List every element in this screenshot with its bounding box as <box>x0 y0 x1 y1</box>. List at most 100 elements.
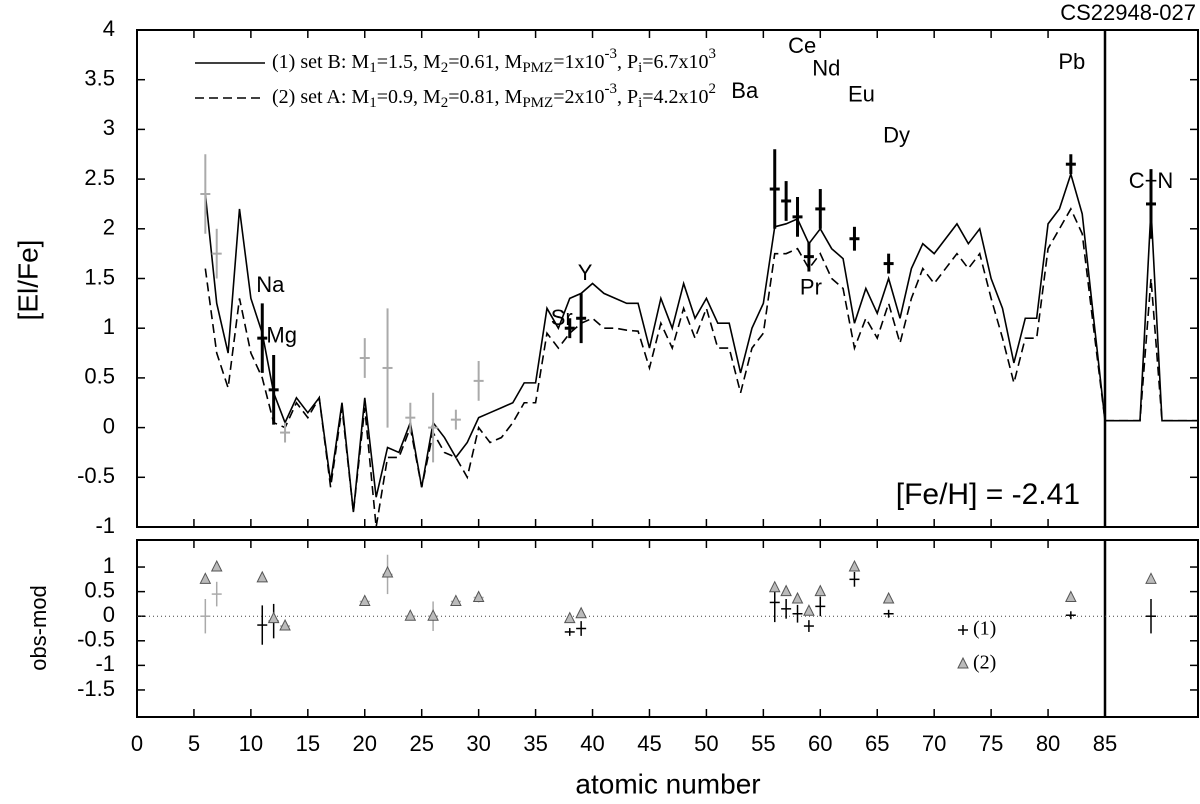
legend-label-part: PMZ <box>522 95 553 111</box>
legend-label-part: i <box>638 95 642 111</box>
residual-y-tick-label: -0.5 <box>77 627 115 652</box>
x-tick-label: 45 <box>637 731 661 756</box>
x-tick-label: 80 <box>1036 731 1060 756</box>
legend-label-part: 1 <box>369 60 377 76</box>
x-tick-label: 85 <box>1093 731 1117 756</box>
y-tick-label: 0 <box>103 413 115 438</box>
legend-label-part: , P <box>617 51 638 73</box>
model-line <box>204 207 1106 528</box>
legend-label-part: , P <box>617 86 638 108</box>
residual-triangle <box>575 606 587 619</box>
residual-triangle <box>472 590 485 603</box>
legend-label-part: =1x10 <box>553 51 604 73</box>
x-tick-label: 30 <box>466 731 490 756</box>
residual-triangle <box>267 611 280 624</box>
y-axis-label: [El/Fe] <box>12 240 43 321</box>
x-tick-label: 10 <box>239 731 263 756</box>
residual-y-axis-label: obs-mod <box>26 585 51 671</box>
element-label: Dy <box>883 122 910 147</box>
element-label: Eu <box>848 82 875 107</box>
legend-label-part: =0.81, M <box>448 86 522 108</box>
element-label: C+N <box>1129 168 1174 193</box>
residual-triangle <box>427 609 439 621</box>
chart-title: CS22948-027 <box>1060 0 1196 25</box>
legend-label-part: PMZ <box>522 60 553 76</box>
x-tick-label: 0 <box>131 731 143 756</box>
residual-triangle <box>814 584 827 597</box>
legend-label-part: 2 <box>441 60 449 76</box>
y-tick-label: 0.5 <box>84 364 115 389</box>
legend-label-part: 1 <box>369 95 377 111</box>
legend-swatch <box>957 656 969 669</box>
x-tick-label: 55 <box>751 731 775 756</box>
x-tick-label: 70 <box>922 731 946 756</box>
residual-y-tick-label: 0.5 <box>84 577 115 602</box>
legend-label-part: =2x10 <box>553 86 604 108</box>
residual-triangle <box>256 570 269 583</box>
x-tick-label: 5 <box>188 731 200 756</box>
x-tick-label: 20 <box>353 731 377 756</box>
cn-residual-triangle <box>1145 572 1157 584</box>
element-label: Pb <box>1058 49 1085 74</box>
cn-model-line <box>1105 278 1198 422</box>
element-label: Ce <box>788 33 816 58</box>
legend-label-part: -3 <box>604 81 617 97</box>
legend-label-part: =1.5, M <box>377 51 441 73</box>
legend-label-part: -3 <box>604 46 617 62</box>
legend-label-part: =6.7x10 <box>642 51 708 73</box>
residual-y-tick-label: -1 <box>95 651 115 676</box>
residual-triangle <box>848 559 861 572</box>
residual-triangle <box>381 565 394 578</box>
residual-triangle <box>791 591 804 604</box>
residual-y-tick-label: -1.5 <box>77 676 115 701</box>
legend-label: (2) <box>973 652 996 674</box>
y-tick-label: 4 <box>103 16 115 41</box>
residual-triangle <box>210 559 223 572</box>
element-label: Pr <box>800 274 822 299</box>
legend-label-part: 2 <box>441 95 449 111</box>
x-tick-label: 15 <box>296 731 320 756</box>
element-label: Sr <box>551 305 573 330</box>
legend-label-part: 2 <box>709 81 717 97</box>
residual-triangle <box>279 618 291 631</box>
legend-label-part: (1) set B: M <box>272 51 369 73</box>
residual-triangle <box>404 609 417 621</box>
residual-triangle <box>882 591 895 604</box>
legend-label: (2) set A: M1​=0.9, M2​=0.81, MPMZ​=2x10… <box>272 81 716 111</box>
residual-triangle <box>1065 590 1077 603</box>
residual-triangle <box>563 611 576 624</box>
y-tick-label: 3 <box>103 115 115 140</box>
residual-triangle <box>803 604 815 616</box>
residual-y-tick-label: 1 <box>103 553 115 578</box>
legend-label-part: 3 <box>709 46 717 62</box>
y-tick-label: 1.5 <box>84 264 115 289</box>
residual-y-tick-label: 0 <box>103 602 115 627</box>
x-tick-label: 35 <box>523 731 547 756</box>
x-tick-label: 60 <box>808 731 832 756</box>
legend-label-part: =0.9, M <box>377 86 441 108</box>
cn-model-line <box>1105 208 1198 422</box>
legend-label: (1) set B: M1​=1.5, M2​=0.61, MPMZ​=1x10… <box>272 46 716 76</box>
y-tick-label: -1 <box>95 513 115 538</box>
legend-label-part: =4.2x10 <box>642 86 708 108</box>
element-label: Mg <box>266 323 297 348</box>
legend-label-part: =0.61, M <box>448 51 522 73</box>
x-tick-label: 50 <box>694 731 718 756</box>
x-axis-label: atomic number <box>575 768 760 799</box>
y-tick-label: 3.5 <box>84 66 115 91</box>
residual-triangle <box>780 584 792 597</box>
bottom-frame <box>136 539 1199 718</box>
element-label: Nd <box>812 56 840 81</box>
element-label: Na <box>256 272 285 297</box>
annotation: [Fe/H] = -2.41 <box>896 478 1080 511</box>
y-tick-label: 1 <box>103 314 115 339</box>
x-tick-label: 40 <box>580 731 604 756</box>
x-tick-label: 75 <box>979 731 1003 756</box>
y-tick-label: -0.5 <box>77 463 115 488</box>
residual-triangle <box>199 572 212 584</box>
legend-label: (1) <box>973 618 996 640</box>
y-tick-label: 2 <box>103 215 115 240</box>
residual-triangle <box>358 594 371 606</box>
residual-triangle <box>768 580 781 593</box>
x-tick-label: 65 <box>865 731 889 756</box>
